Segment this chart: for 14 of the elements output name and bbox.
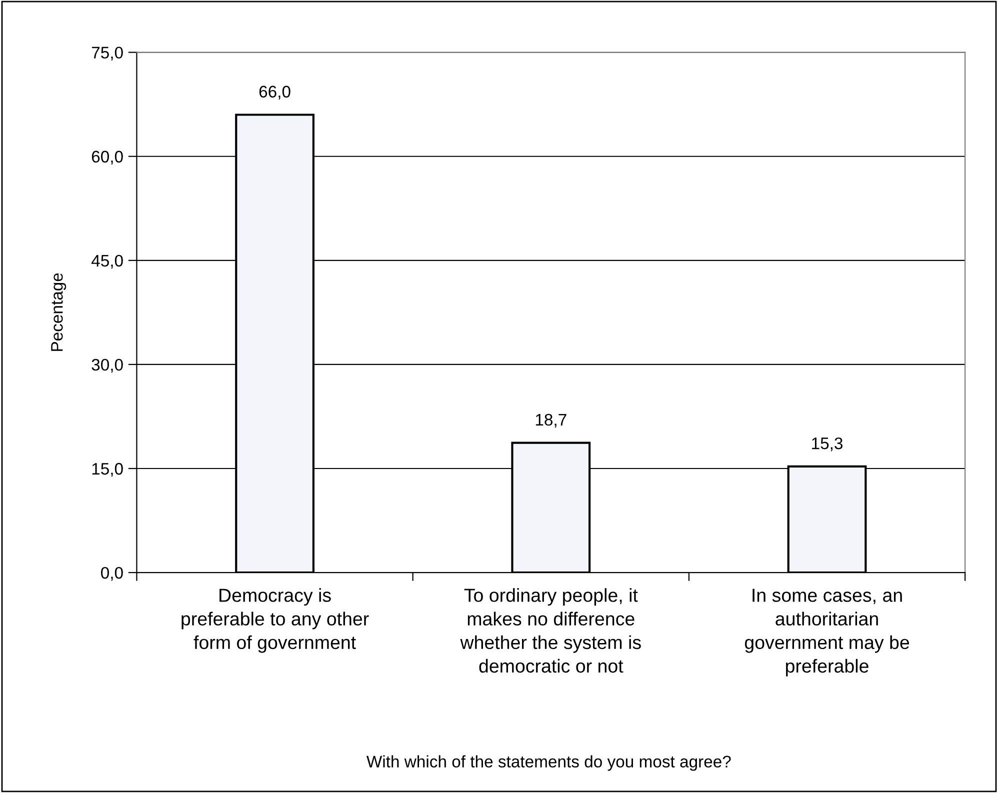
y-axis-title: Pecentage	[51, 273, 66, 351]
x-axis-title: With which of the statements do you most agree?	[366, 755, 731, 771]
y-tick-label: 45,0	[91, 254, 123, 269]
data-label: 18,7	[536, 414, 566, 428]
data-label: 15,3	[812, 437, 842, 452]
y-tick-label: 15,0	[92, 462, 123, 477]
x-tick-label: In some cases, an authoritarian government may be preferable	[744, 588, 910, 676]
y-tick-label: 0,0	[101, 566, 123, 581]
y-tick-label: 30,0	[92, 358, 123, 373]
y-tick-label: 75,0	[92, 46, 123, 61]
x-tick-label: Democracy is preferable to any other form of government	[182, 588, 369, 653]
x-tick-label: To ordinary people, it makes no difference whether the system is democratic or not	[460, 588, 641, 673]
y-tick-label: 60,0	[92, 150, 123, 165]
data-label: 66,0	[259, 86, 290, 100]
